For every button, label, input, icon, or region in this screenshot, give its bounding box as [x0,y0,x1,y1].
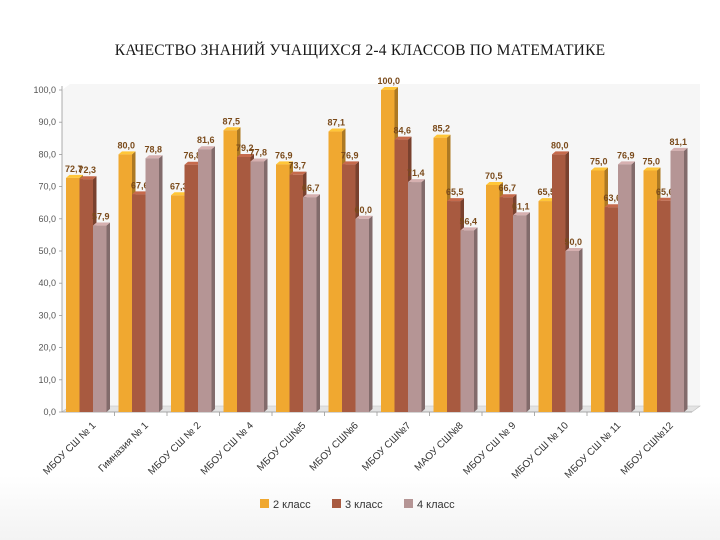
y-tick-label: 70,0 [38,182,56,192]
x-category-label: МБОУ СШ № 9 [461,420,518,477]
x-category-label: МБОУ СШ№12 [619,420,676,477]
x-category-label: МБОУ СШ № 11 [563,420,624,481]
bar-value-label: 56,4 [459,216,477,226]
bar-value-label: 80,0 [551,140,569,150]
x-category-label: МБОУ СШ№5 [255,420,308,473]
x-category-label: МБОУ СШ№7 [360,420,413,473]
y-tick-label: 100,0 [33,85,56,95]
bar-value-label: 75,0 [642,157,660,167]
bar-value-label: 65,5 [446,187,464,197]
bar-value-label: 70,5 [485,171,503,181]
bar-value-label: 67,3 [170,181,188,191]
bar-value-label: 78,8 [144,144,162,154]
y-tick-label: 0,0 [43,407,56,417]
legend-label: 3 класс [345,499,383,511]
y-tick-label: 50,0 [38,246,56,256]
bar-value-label: 72,7 [65,164,83,174]
x-category-label: МБОУ СШ№6 [308,420,361,473]
bar-value-label: 63,6 [603,193,621,203]
bar-value-label: 76,9 [617,150,635,160]
bar-value-label: 57,9 [92,212,110,222]
bar-value-label: 80,0 [117,140,135,150]
y-tick-label: 60,0 [38,214,56,224]
bar-value-label: 72,3 [78,165,96,175]
legend-label: 4 класс [417,499,455,511]
bar-value-label: 84,6 [393,126,411,136]
y-tick-label: 80,0 [38,149,56,159]
bar-value-label: 100,0 [377,76,400,86]
bar-value-label: 65,6 [656,187,674,197]
x-category-label: МАОУ СШ№8 [413,420,466,473]
bar-value-label: 73,7 [288,161,306,171]
bar-value-label: 65,5 [537,187,555,197]
legend-label: 2 класс [273,499,311,511]
bar-value-label: 76,9 [341,150,359,160]
y-tick-label: 20,0 [38,343,56,353]
bar-value-label: 76,9 [275,150,293,160]
bar-value-label: 76,8 [183,151,201,161]
bar-value-label: 81,6 [197,135,215,145]
x-category-label: МБОУ СШ № 10 [510,420,571,481]
bar-value-label: 66,7 [302,183,320,193]
bar-value-label: 67,6 [131,180,149,190]
bar-value-label: 75,0 [590,157,608,167]
x-category-label: МБОУ СШ № 1 [41,420,98,477]
bar-value-label: 71,4 [407,168,425,178]
chart-title: КАЧЕСТВО ЗНАНИЙ УЧАЩИХСЯ 2-4 КЛАССОВ ПО … [114,42,606,59]
bar-value-label: 87,1 [327,118,345,128]
bar-value-label: 61,1 [512,201,530,211]
bar-value-label: 79,2 [236,143,254,153]
y-tick-label: 40,0 [38,278,56,288]
x-category-label: МБОУ СШ № 4 [199,420,256,477]
bar-value-label: 66,7 [498,183,516,193]
x-category-label: МБОУ СШ № 2 [146,420,203,477]
y-tick-label: 30,0 [38,310,56,320]
bar-value-label: 87,5 [222,116,240,126]
y-tick-label: 10,0 [38,375,56,385]
y-tick-label: 90,0 [38,117,56,127]
bar-value-label: 85,2 [432,124,450,134]
bar-value-label: 77,8 [249,147,267,157]
bar-value-label: 60,0 [354,205,372,215]
bar-value-label: 81,1 [669,137,687,147]
bar-value-label: 50,0 [564,237,582,247]
x-category-label: Гимназия № 1 [97,420,152,475]
